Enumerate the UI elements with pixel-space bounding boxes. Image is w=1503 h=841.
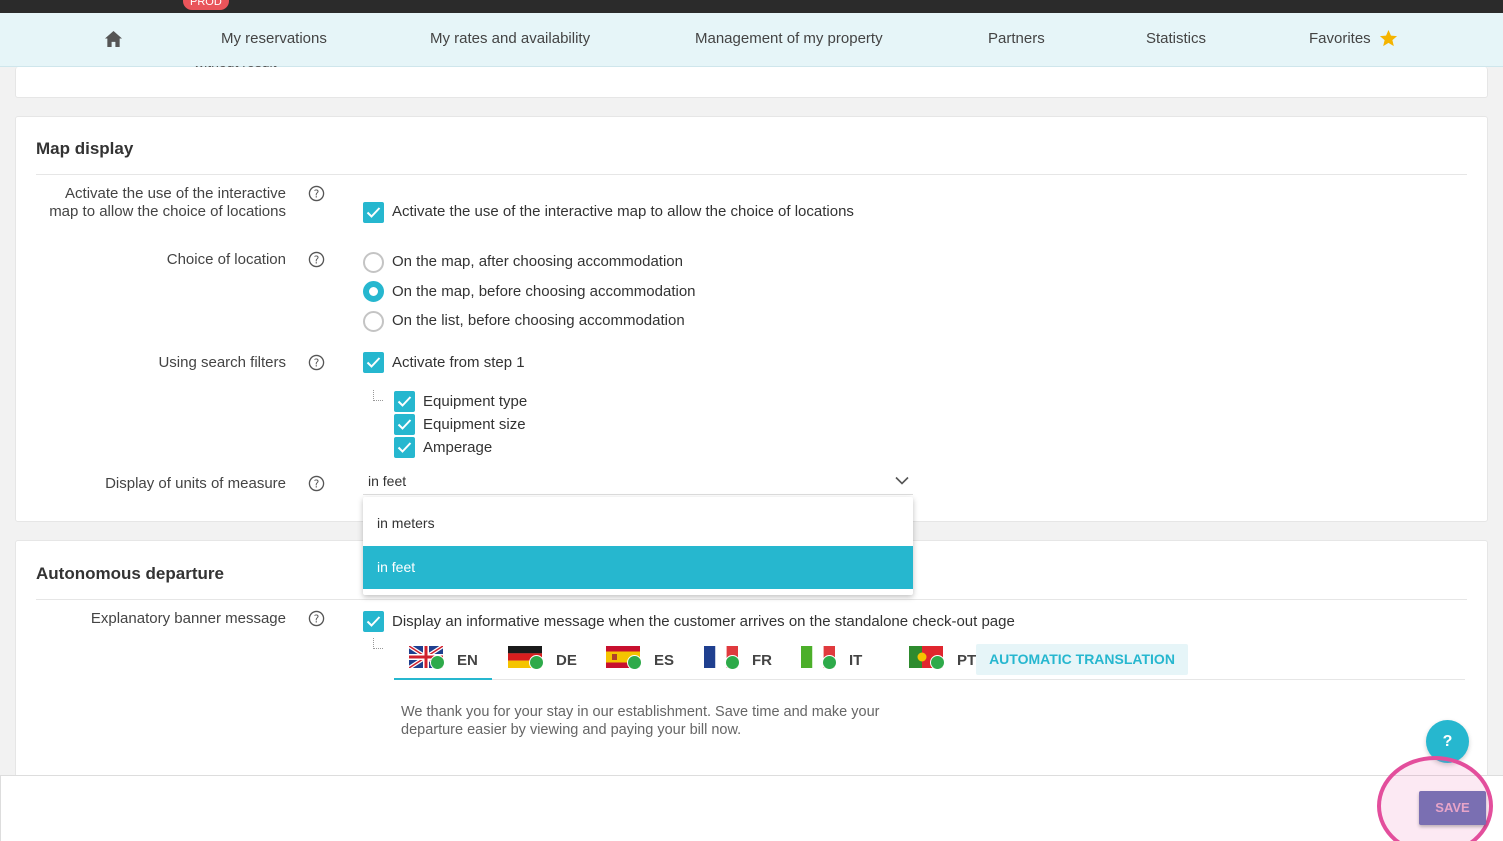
banner-message-text[interactable]: We thank you for your stay in our establ… — [401, 704, 880, 738]
dropdown-option-feet[interactable]: in feet — [363, 546, 913, 589]
top-bar: PROD — [0, 0, 1503, 13]
home-icon[interactable] — [104, 30, 123, 48]
help-icon[interactable]: ? — [308, 251, 325, 268]
radio-map-before[interactable] — [363, 281, 384, 302]
footer-save-bar — [0, 775, 1503, 841]
section-title-map-display: Map display — [36, 139, 134, 158]
label-explanatory-banner: Explanatory banner message — [90, 610, 286, 627]
tree-connector — [373, 638, 383, 649]
units-select[interactable]: in feet — [363, 469, 913, 495]
main-nav: My reservations My rates and availabilit… — [0, 13, 1503, 67]
units-dropdown-menu: in meters in feet — [363, 497, 913, 595]
help-icon[interactable]: ? — [308, 610, 325, 627]
tab-code: PT — [957, 652, 977, 669]
radio-label-list-before: On the list, before choosing accommodati… — [392, 312, 685, 329]
check-badge-icon — [930, 655, 945, 670]
check-badge-icon — [725, 655, 740, 670]
help-icon[interactable]: ? — [308, 475, 325, 492]
label-interactive-map: Activate the use of the interactive map … — [49, 185, 286, 220]
save-button[interactable]: SAVE — [1419, 791, 1486, 825]
help-icon[interactable]: ? — [308, 354, 325, 371]
tab-de[interactable]: DE — [508, 641, 588, 680]
checkbox-label-amperage: Amperage — [423, 439, 493, 456]
star-icon — [1379, 29, 1398, 47]
divider — [36, 174, 1467, 175]
checkbox-equipment-type[interactable] — [394, 391, 415, 412]
tab-en[interactable]: EN — [394, 641, 492, 680]
nav-favorites[interactable]: Favorites — [1309, 30, 1371, 47]
dropdown-option-meters[interactable]: in meters — [377, 515, 435, 531]
checkbox-label-interactive-map: Activate the use of the interactive map … — [392, 203, 854, 220]
uk-flag-icon — [409, 646, 443, 668]
checkbox-interactive-map[interactable] — [363, 202, 384, 223]
svg-text:?: ? — [314, 613, 320, 625]
tab-fr[interactable]: FR — [704, 641, 784, 680]
nav-property-management[interactable]: Management of my property — [695, 30, 883, 47]
svg-text:?: ? — [314, 188, 320, 200]
radio-label-map-before: On the map, before choosing accommodatio… — [392, 283, 696, 300]
radio-list-before[interactable] — [363, 311, 384, 332]
tab-pt[interactable]: PT — [894, 641, 977, 680]
env-badge: PROD — [183, 0, 229, 10]
map-display-card: Map display Activate the use of the inte… — [15, 116, 1488, 522]
nav-my-reservations[interactable]: My reservations — [221, 30, 327, 47]
tab-code: ES — [654, 652, 675, 669]
units-select-value: in feet — [368, 473, 407, 489]
checkbox-label-equipment-size: Equipment size — [423, 416, 526, 433]
checkbox-equipment-size[interactable] — [394, 414, 415, 435]
radio-label-map-after: On the map, after choosing accommodation — [392, 253, 683, 270]
automatic-translation-button[interactable]: AUTOMATIC TRANSLATION — [976, 644, 1188, 675]
label-choice-of-location: Choice of location — [166, 251, 286, 268]
checkbox-amperage[interactable] — [394, 437, 415, 458]
check-badge-icon — [627, 655, 642, 670]
chevron-down-icon — [895, 476, 909, 485]
svg-text:?: ? — [314, 254, 320, 266]
previous-section-card: without result — [15, 66, 1488, 98]
tab-es[interactable]: ES — [606, 641, 686, 680]
tab-code: FR — [752, 652, 772, 669]
nav-statistics[interactable]: Statistics — [1146, 30, 1207, 47]
tab-it[interactable]: IT — [801, 641, 881, 680]
check-badge-icon — [529, 655, 544, 670]
tab-code: DE — [556, 652, 577, 669]
section-title-autonomous-departure: Autonomous departure — [36, 564, 224, 583]
checkbox-display-banner[interactable] — [363, 611, 384, 632]
nav-partners[interactable]: Partners — [988, 30, 1045, 47]
nav-rates-availability[interactable]: My rates and availability — [430, 30, 591, 47]
checkbox-activate-step1[interactable] — [363, 352, 384, 373]
label-search-filters: Using search filters — [158, 354, 286, 371]
help-button[interactable]: ? — [1426, 720, 1469, 763]
svg-text:?: ? — [314, 478, 320, 490]
checkbox-label-equipment-type: Equipment type — [423, 393, 528, 410]
check-badge-icon — [822, 655, 837, 670]
cut-off-label: without result — [194, 66, 276, 70]
radio-map-after[interactable] — [363, 252, 384, 273]
check-badge-icon — [430, 655, 445, 670]
tree-connector — [373, 390, 383, 401]
language-tabs: EN DE ES FR IT — [394, 641, 1465, 680]
checkbox-label-activate-step1: Activate from step 1 — [392, 354, 525, 371]
checkbox-label-display-banner: Display an informative message when the … — [392, 613, 1015, 630]
label-units-of-measure: Display of units of measure — [105, 475, 286, 492]
germany-flag-icon — [508, 646, 542, 668]
svg-text:?: ? — [314, 357, 320, 369]
help-icon[interactable]: ? — [308, 185, 325, 202]
tab-code: IT — [849, 652, 863, 669]
divider — [36, 599, 1467, 600]
tab-code: EN — [457, 652, 478, 669]
